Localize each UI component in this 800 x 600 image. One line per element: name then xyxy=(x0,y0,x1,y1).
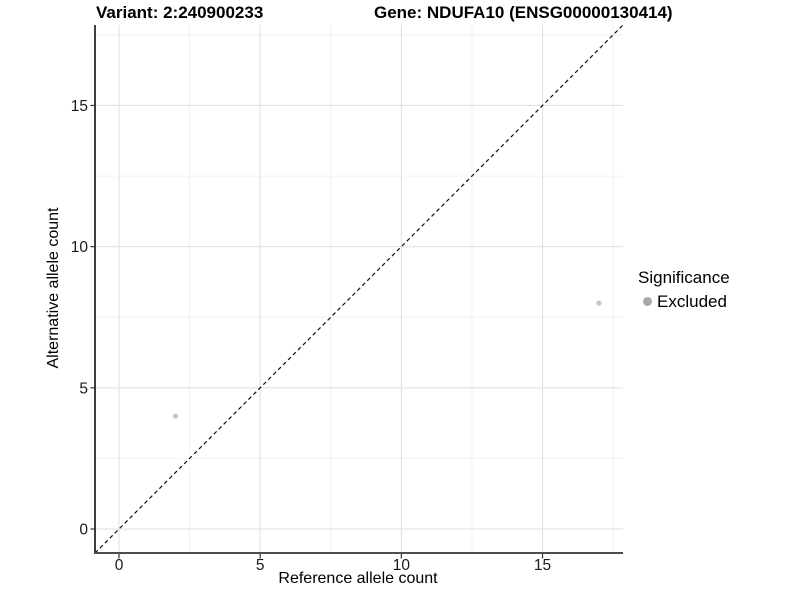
y-tick-label: 5 xyxy=(79,380,88,397)
legend-entry: Excluded xyxy=(636,291,730,312)
data-point xyxy=(596,300,602,306)
legend-label: Excluded xyxy=(657,291,727,311)
x-tick-label: 10 xyxy=(393,557,411,574)
identity-line xyxy=(94,24,624,554)
legend-title: Significance xyxy=(638,268,730,287)
legend-point-icon xyxy=(641,296,653,308)
x-axis-title: Reference allele count xyxy=(278,570,438,587)
legend-dot-icon xyxy=(642,297,652,306)
y-tick-label: 0 xyxy=(79,522,88,539)
y-tick-label: 10 xyxy=(71,239,89,256)
x-tick-label: 15 xyxy=(534,557,551,574)
x-tick-label: 0 xyxy=(115,557,124,574)
legend-entries: Excluded xyxy=(636,291,730,312)
x-tick-label: 5 xyxy=(256,557,265,574)
y-axis-title: Alternative allele count xyxy=(45,207,62,369)
legend: Significance Excluded xyxy=(636,268,730,312)
plot-title-gene: Gene: NDUFA10 (ENSG00000130414) xyxy=(374,3,673,22)
plot-title-variant: Variant: 2:240900233 xyxy=(96,3,264,22)
y-tick-label: 15 xyxy=(71,98,88,115)
data-point xyxy=(172,413,179,419)
